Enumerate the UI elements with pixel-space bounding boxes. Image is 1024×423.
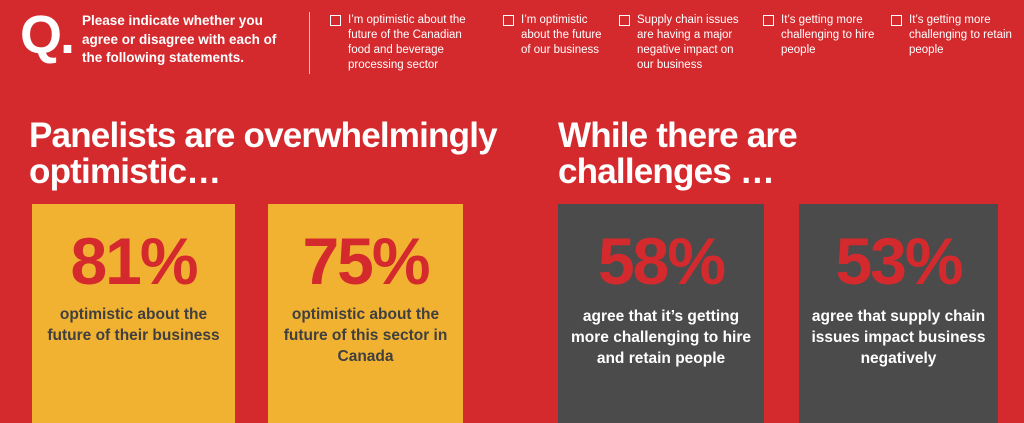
- stat-card-hiring-challenge: 58% agree that it’s getting more challen…: [558, 204, 764, 423]
- divider: [309, 12, 310, 74]
- challenges-headline: While there are challenges …: [558, 116, 798, 191]
- optimism-headline: Panelists are overwhelmingly optimistic…: [29, 116, 498, 191]
- stat-value: 58%: [597, 224, 726, 298]
- statement-label: Supply chain issues are having a major n…: [637, 14, 739, 71]
- statement-label: It’s getting more challenging to retain …: [909, 14, 1012, 56]
- q-mark: Q.: [20, 5, 75, 65]
- stat-value: 81%: [70, 224, 198, 298]
- statement-option-1[interactable]: I’m optimistic about the future of the C…: [330, 13, 480, 73]
- checkbox-icon[interactable]: [503, 15, 514, 26]
- checkbox-icon[interactable]: [619, 15, 630, 26]
- stat-value: 53%: [835, 224, 963, 298]
- stat-card-business-optimism: 81% optimistic about the future of their…: [32, 204, 235, 423]
- checkbox-icon[interactable]: [891, 15, 902, 26]
- statement-option-4[interactable]: It’s getting more challenging to hire pe…: [763, 13, 883, 58]
- stat-card-supply-chain-challenge: 53% agree that supply chain issues impac…: [799, 204, 998, 423]
- stat-label: optimistic about the future of this sect…: [283, 306, 448, 365]
- statement-option-3[interactable]: Supply chain issues are having a major n…: [619, 13, 749, 73]
- stat-value: 75%: [302, 224, 430, 298]
- checkbox-icon[interactable]: [763, 15, 774, 26]
- statement-option-2[interactable]: I’m optimistic about the future of our b…: [503, 13, 603, 58]
- stat-label: agree that supply chain issues impact bu…: [811, 308, 986, 367]
- checkbox-icon[interactable]: [330, 15, 341, 26]
- statement-label: I’m optimistic about the future of our b…: [521, 14, 602, 56]
- stat-label: agree that it’s getting more challenging…: [571, 308, 751, 367]
- stat-card-sector-optimism: 75% optimistic about the future of this …: [268, 204, 463, 423]
- question-text: Please indicate whether you agree or dis…: [82, 13, 277, 65]
- statement-label: I’m optimistic about the future of the C…: [348, 14, 466, 71]
- statement-option-5[interactable]: It’s getting more challenging to retain …: [891, 13, 1016, 58]
- stat-label: optimistic about the future of their bus…: [47, 306, 220, 344]
- statement-label: It’s getting more challenging to hire pe…: [781, 14, 875, 56]
